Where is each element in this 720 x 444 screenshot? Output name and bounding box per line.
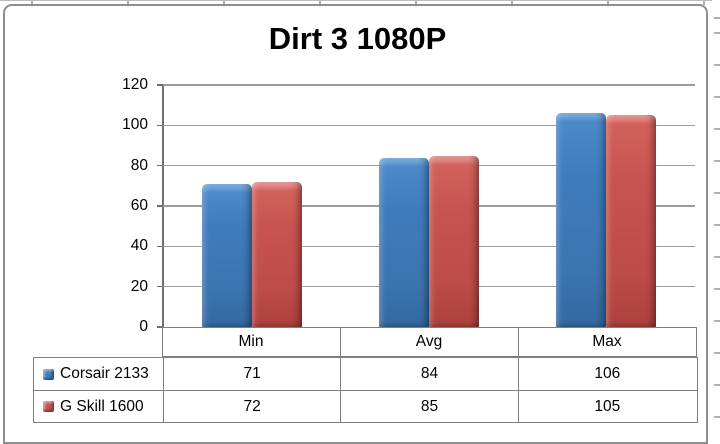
y-axis-tick-label: 120 [122,76,148,93]
y-axis-tick-mark [157,245,163,248]
spreadsheet-gridlines-top [0,0,712,5]
value-g-skill-1600-min: 72 [164,391,342,422]
y-axis-tick-mark [157,164,163,167]
legend-series-name: G Skill 1600 [60,397,144,415]
table-row-g-skill-1600: G Skill 1600 72 85 105 [34,391,697,422]
legend-marker-g-skill-1600-icon [43,401,54,412]
table-row-corsair-2133: Corsair 2133 71 84 106 [34,358,697,391]
value-corsair-2133-avg: 84 [341,358,519,390]
y-axis-tick-label: 80 [130,156,148,174]
value-corsair-2133-min: 71 [164,358,342,390]
y-axis-tick-mark [157,205,163,207]
x-axis-category-row: Min Avg Max [161,327,697,357]
x-axis-label-max: Max [592,333,622,350]
value-g-skill-1600-avg: 85 [341,391,519,422]
y-axis-tick-mark [157,326,163,328]
bar-g-skill-1600-max[interactable] [606,115,657,327]
legend-marker-corsair-2133-icon [43,368,54,380]
bar-corsair-2133-min[interactable] [201,184,252,327]
y-axis-tick-label: 20 [130,277,148,295]
gridline [163,84,695,86]
y-axis-tick-label: 0 [139,318,148,335]
y-axis-tick-mark [157,84,163,86]
y-axis-tick-mark [157,124,163,127]
legend-cell: G Skill 1600 [34,391,164,422]
bar-g-skill-1600-min[interactable] [251,182,302,327]
bar-corsair-2133-max[interactable] [556,113,607,327]
data-table-legend: Corsair 2133 71 84 106 G Skill 1600 72 85 105 [33,357,698,423]
value-corsair-2133-max: 106 [594,365,621,382]
legend-series-name: Corsair 2133 [60,365,149,382]
x-axis-label-min: Min [163,328,341,356]
chart-title: Dirt 3 1080P [268,21,447,56]
y-axis-tick-label: 40 [130,237,148,255]
spreadsheet-gridlines-right [714,0,720,431]
x-axis-label-avg: Avg [341,328,519,356]
gridline [163,124,695,127]
y-axis-tick-mark [157,285,163,288]
legend-cell: Corsair 2133 [34,358,164,390]
y-axis-tick-label: 100 [122,116,148,134]
value-g-skill-1600-max: 105 [594,397,621,415]
bar-corsair-2133-avg[interactable] [379,158,429,327]
y-axis-tick-label: 60 [130,197,148,214]
bar-g-skill-1600-avg[interactable] [429,156,479,327]
